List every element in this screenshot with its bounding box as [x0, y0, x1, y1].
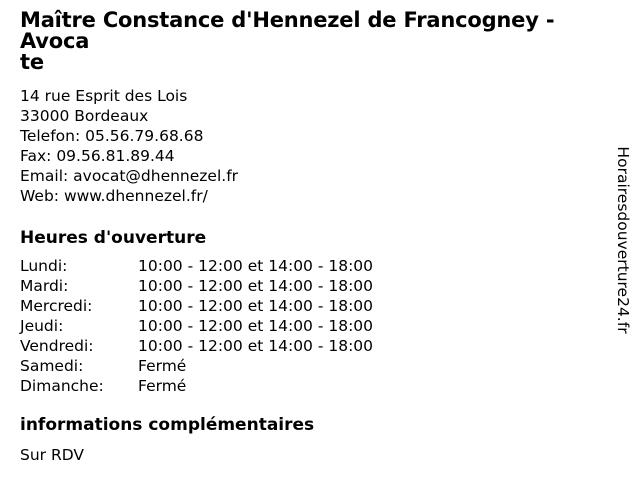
opening-hours-time: Fermé	[138, 377, 187, 395]
opening-hours-time: 10:00 - 12:00 et 14:00 - 18:00	[138, 257, 374, 275]
opening-hours-day: Mardi:	[20, 277, 69, 295]
page-title-line-1: Maître Constance d'Hennezel de Francogne…	[20, 8, 555, 53]
opening-hours-row: Dimanche: Fermé	[20, 376, 610, 396]
main-content: Maître Constance d'Hennezel de Francogne…	[20, 10, 610, 465]
opening-hours-time: Fermé	[138, 357, 187, 375]
opening-hours-row: Mercredi: 10:00 - 12:00 et 14:00 - 18:00	[20, 296, 610, 316]
page-title-line-2: te	[20, 50, 44, 74]
additional-info-heading: informations complémentaires	[20, 415, 315, 435]
opening-hours-heading: Heures d'ouverture	[20, 228, 207, 248]
opening-hours-day: Vendredi:	[20, 337, 94, 355]
contact-line: Fax: 09.56.81.89.44	[20, 147, 175, 165]
opening-hours-day: Lundi:	[20, 257, 68, 275]
contact-line: 33000 Bordeaux	[20, 107, 149, 125]
contact-line: 14 rue Esprit des Lois	[20, 87, 188, 105]
contact-line: Web: www.dhennezel.fr/	[20, 187, 208, 205]
opening-hours-row: Vendredi: 10:00 - 12:00 et 14:00 - 18:00	[20, 336, 610, 356]
opening-hours-row: Lundi: 10:00 - 12:00 et 14:00 - 18:00	[20, 256, 610, 276]
opening-hours-time: 10:00 - 12:00 et 14:00 - 18:00	[138, 297, 374, 315]
opening-hours-time: 10:00 - 12:00 et 14:00 - 18:00	[138, 277, 374, 295]
opening-hours-row: Mardi: 10:00 - 12:00 et 14:00 - 18:00	[20, 276, 610, 296]
opening-hours-row: Jeudi: 10:00 - 12:00 et 14:00 - 18:00	[20, 316, 610, 336]
contact-block: 14 rue Esprit des Lois 33000 Bordeaux Te…	[20, 86, 610, 206]
opening-hours-time: 10:00 - 12:00 et 14:00 - 18:00	[138, 337, 374, 355]
opening-hours-table: Lundi: 10:00 - 12:00 et 14:00 - 18:00 Ma…	[20, 256, 610, 396]
contact-line: Telefon: 05.56.79.68.68	[20, 127, 204, 145]
opening-hours-day: Mercredi:	[20, 297, 93, 315]
contact-line: Email: avocat@dhennezel.fr	[20, 167, 239, 185]
page-title: Maître Constance d'Hennezel de Francogne…	[20, 10, 610, 73]
opening-hours-day: Dimanche:	[20, 377, 104, 395]
opening-hours-day: Jeudi:	[20, 317, 64, 335]
site-watermark-vertical: Horairesdouverture24.fr	[614, 146, 632, 334]
opening-hours-day: Samedi:	[20, 357, 84, 375]
additional-info-text: Sur RDV	[20, 446, 84, 464]
opening-hours-row: Samedi: Fermé	[20, 356, 610, 376]
opening-hours-time: 10:00 - 12:00 et 14:00 - 18:00	[138, 317, 374, 335]
